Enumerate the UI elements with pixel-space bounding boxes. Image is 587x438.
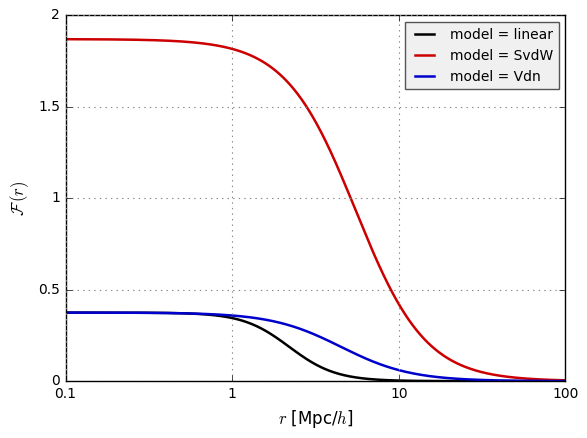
model = Vdn [149, 310, 156, 315]
model = Vdn [275, 320, 282, 325]
model = Vdn [254, 316, 261, 321]
model = Vdn [562, 378, 569, 384]
model = linear [254, 324, 261, 329]
model = linear [552, 378, 559, 384]
model = linear [149, 310, 156, 315]
model = SvdW [275, 71, 282, 76]
model = SvdW [552, 378, 559, 383]
Y-axis label: $\mathcal{F}\,(r)$: $\mathcal{F}\,(r)$ [8, 180, 31, 216]
model = Vdn [119, 310, 126, 315]
model = linear [562, 378, 569, 384]
model = Vdn [498, 378, 505, 383]
model = SvdW [562, 378, 569, 383]
model = linear [119, 310, 126, 315]
model = SvdW [498, 373, 505, 378]
Line: model = SvdW: model = SvdW [66, 39, 565, 380]
model = Vdn [62, 310, 69, 315]
model = linear [275, 337, 282, 342]
model = SvdW [62, 36, 69, 42]
model = Vdn [552, 378, 559, 384]
model = linear [498, 378, 505, 384]
model = linear [62, 310, 69, 315]
model = SvdW [149, 38, 156, 43]
model = SvdW [254, 56, 261, 61]
Legend: model = linear, model = SvdW, model = Vdn: model = linear, model = SvdW, model = Vd… [405, 22, 559, 89]
Line: model = linear: model = linear [66, 313, 565, 381]
model = SvdW [119, 37, 126, 42]
Line: model = Vdn: model = Vdn [66, 313, 565, 381]
X-axis label: $r$ [Mpc/$h$]: $r$ [Mpc/$h$] [278, 408, 353, 430]
